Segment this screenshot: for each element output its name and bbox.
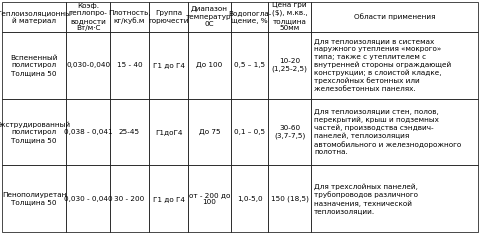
Text: 30 - 200: 30 - 200 (114, 196, 144, 202)
Text: от - 200 до
100: от - 200 до 100 (189, 192, 230, 206)
Text: Плотность,
кг/куб.м: Плотность, кг/куб.м (108, 10, 151, 24)
Bar (268, 99, 311, 165)
Bar (149, 165, 188, 232)
Bar (110, 32, 149, 99)
Text: Для трехслойных панелей,
трубопроводов различного
назначения, технической
теплои: Для трехслойных панелей, трубопроводов р… (314, 183, 418, 214)
Text: До 100: До 100 (196, 62, 223, 68)
Text: Диапазон
температур,
0С: Диапазон температур, 0С (186, 6, 233, 27)
Bar (2, 99, 66, 165)
Bar (311, 2, 478, 32)
Bar (2, 32, 66, 99)
Bar (311, 99, 478, 165)
Bar (66, 32, 110, 99)
Bar (66, 2, 110, 32)
Text: 25-45: 25-45 (119, 129, 140, 135)
Text: Вспененный
полистирол
Толщина 50: Вспененный полистирол Толщина 50 (10, 55, 58, 76)
Text: 0,030 - 0,040: 0,030 - 0,040 (64, 196, 112, 202)
Bar (268, 165, 311, 232)
Bar (110, 99, 149, 165)
Bar (2, 2, 66, 32)
Bar (188, 165, 231, 232)
Text: До 75: До 75 (199, 129, 220, 135)
Bar (231, 32, 268, 99)
Bar (188, 32, 231, 99)
Bar (188, 99, 231, 165)
Text: 30-60
(3,7-7,5): 30-60 (3,7-7,5) (274, 125, 305, 139)
Text: Для теплоизоляции в системах
наружного утепления «мокрого»
типа; также с утеплит: Для теплоизоляции в системах наружного у… (314, 38, 452, 92)
Text: Группа
горючести: Группа горючести (148, 10, 189, 24)
Text: Г1доГ4: Г1доГ4 (155, 129, 182, 135)
Bar (110, 2, 149, 32)
Text: Для теплоизоляции стен, полов,
перекрытий, крыш и подземных
частей, производства: Для теплоизоляции стен, полов, перекрыти… (314, 109, 462, 155)
Bar (149, 32, 188, 99)
Bar (311, 165, 478, 232)
Bar (231, 99, 268, 165)
Text: Теплоизоляционны
й материал: Теплоизоляционны й материал (0, 10, 71, 24)
Bar (149, 2, 188, 32)
Text: Г1 до Г4: Г1 до Г4 (153, 62, 185, 68)
Bar (188, 2, 231, 32)
Bar (268, 32, 311, 99)
Bar (66, 99, 110, 165)
Text: 0,5 – 1,5: 0,5 – 1,5 (234, 62, 265, 68)
Bar (66, 165, 110, 232)
Text: 0,038 - 0,041: 0,038 - 0,041 (64, 129, 112, 135)
Bar (311, 32, 478, 99)
Text: 1,0-5,0: 1,0-5,0 (237, 196, 263, 202)
Text: Цена гри
($), м.кв.,
толщина
50мм: Цена гри ($), м.кв., толщина 50мм (272, 2, 307, 31)
Text: Водопогла-
щение, %: Водопогла- щение, % (228, 10, 271, 24)
Text: 150 (18,5): 150 (18,5) (271, 195, 309, 202)
Text: Г1 до Г4: Г1 до Г4 (153, 196, 185, 202)
Text: Пенополиуретан
Толщина 50: Пенополиуретан Толщина 50 (2, 192, 66, 206)
Bar (149, 99, 188, 165)
Text: 0,030-0,040: 0,030-0,040 (66, 62, 110, 68)
Bar (110, 165, 149, 232)
Text: Коэф.
теплопро-
водности
Вт/м·С: Коэф. теплопро- водности Вт/м·С (69, 3, 108, 31)
Text: 10-20
(1,25-2,5): 10-20 (1,25-2,5) (272, 58, 308, 72)
Bar (231, 165, 268, 232)
Bar (231, 2, 268, 32)
Text: 15 - 40: 15 - 40 (117, 62, 143, 68)
Bar (2, 165, 66, 232)
Text: Области применения: Области применения (354, 14, 435, 20)
Text: 0,1 – 0,5: 0,1 – 0,5 (234, 129, 265, 135)
Text: Экструдированный
полистирол
Толщина 50: Экструдированный полистирол Толщина 50 (0, 121, 71, 143)
Bar (268, 2, 311, 32)
